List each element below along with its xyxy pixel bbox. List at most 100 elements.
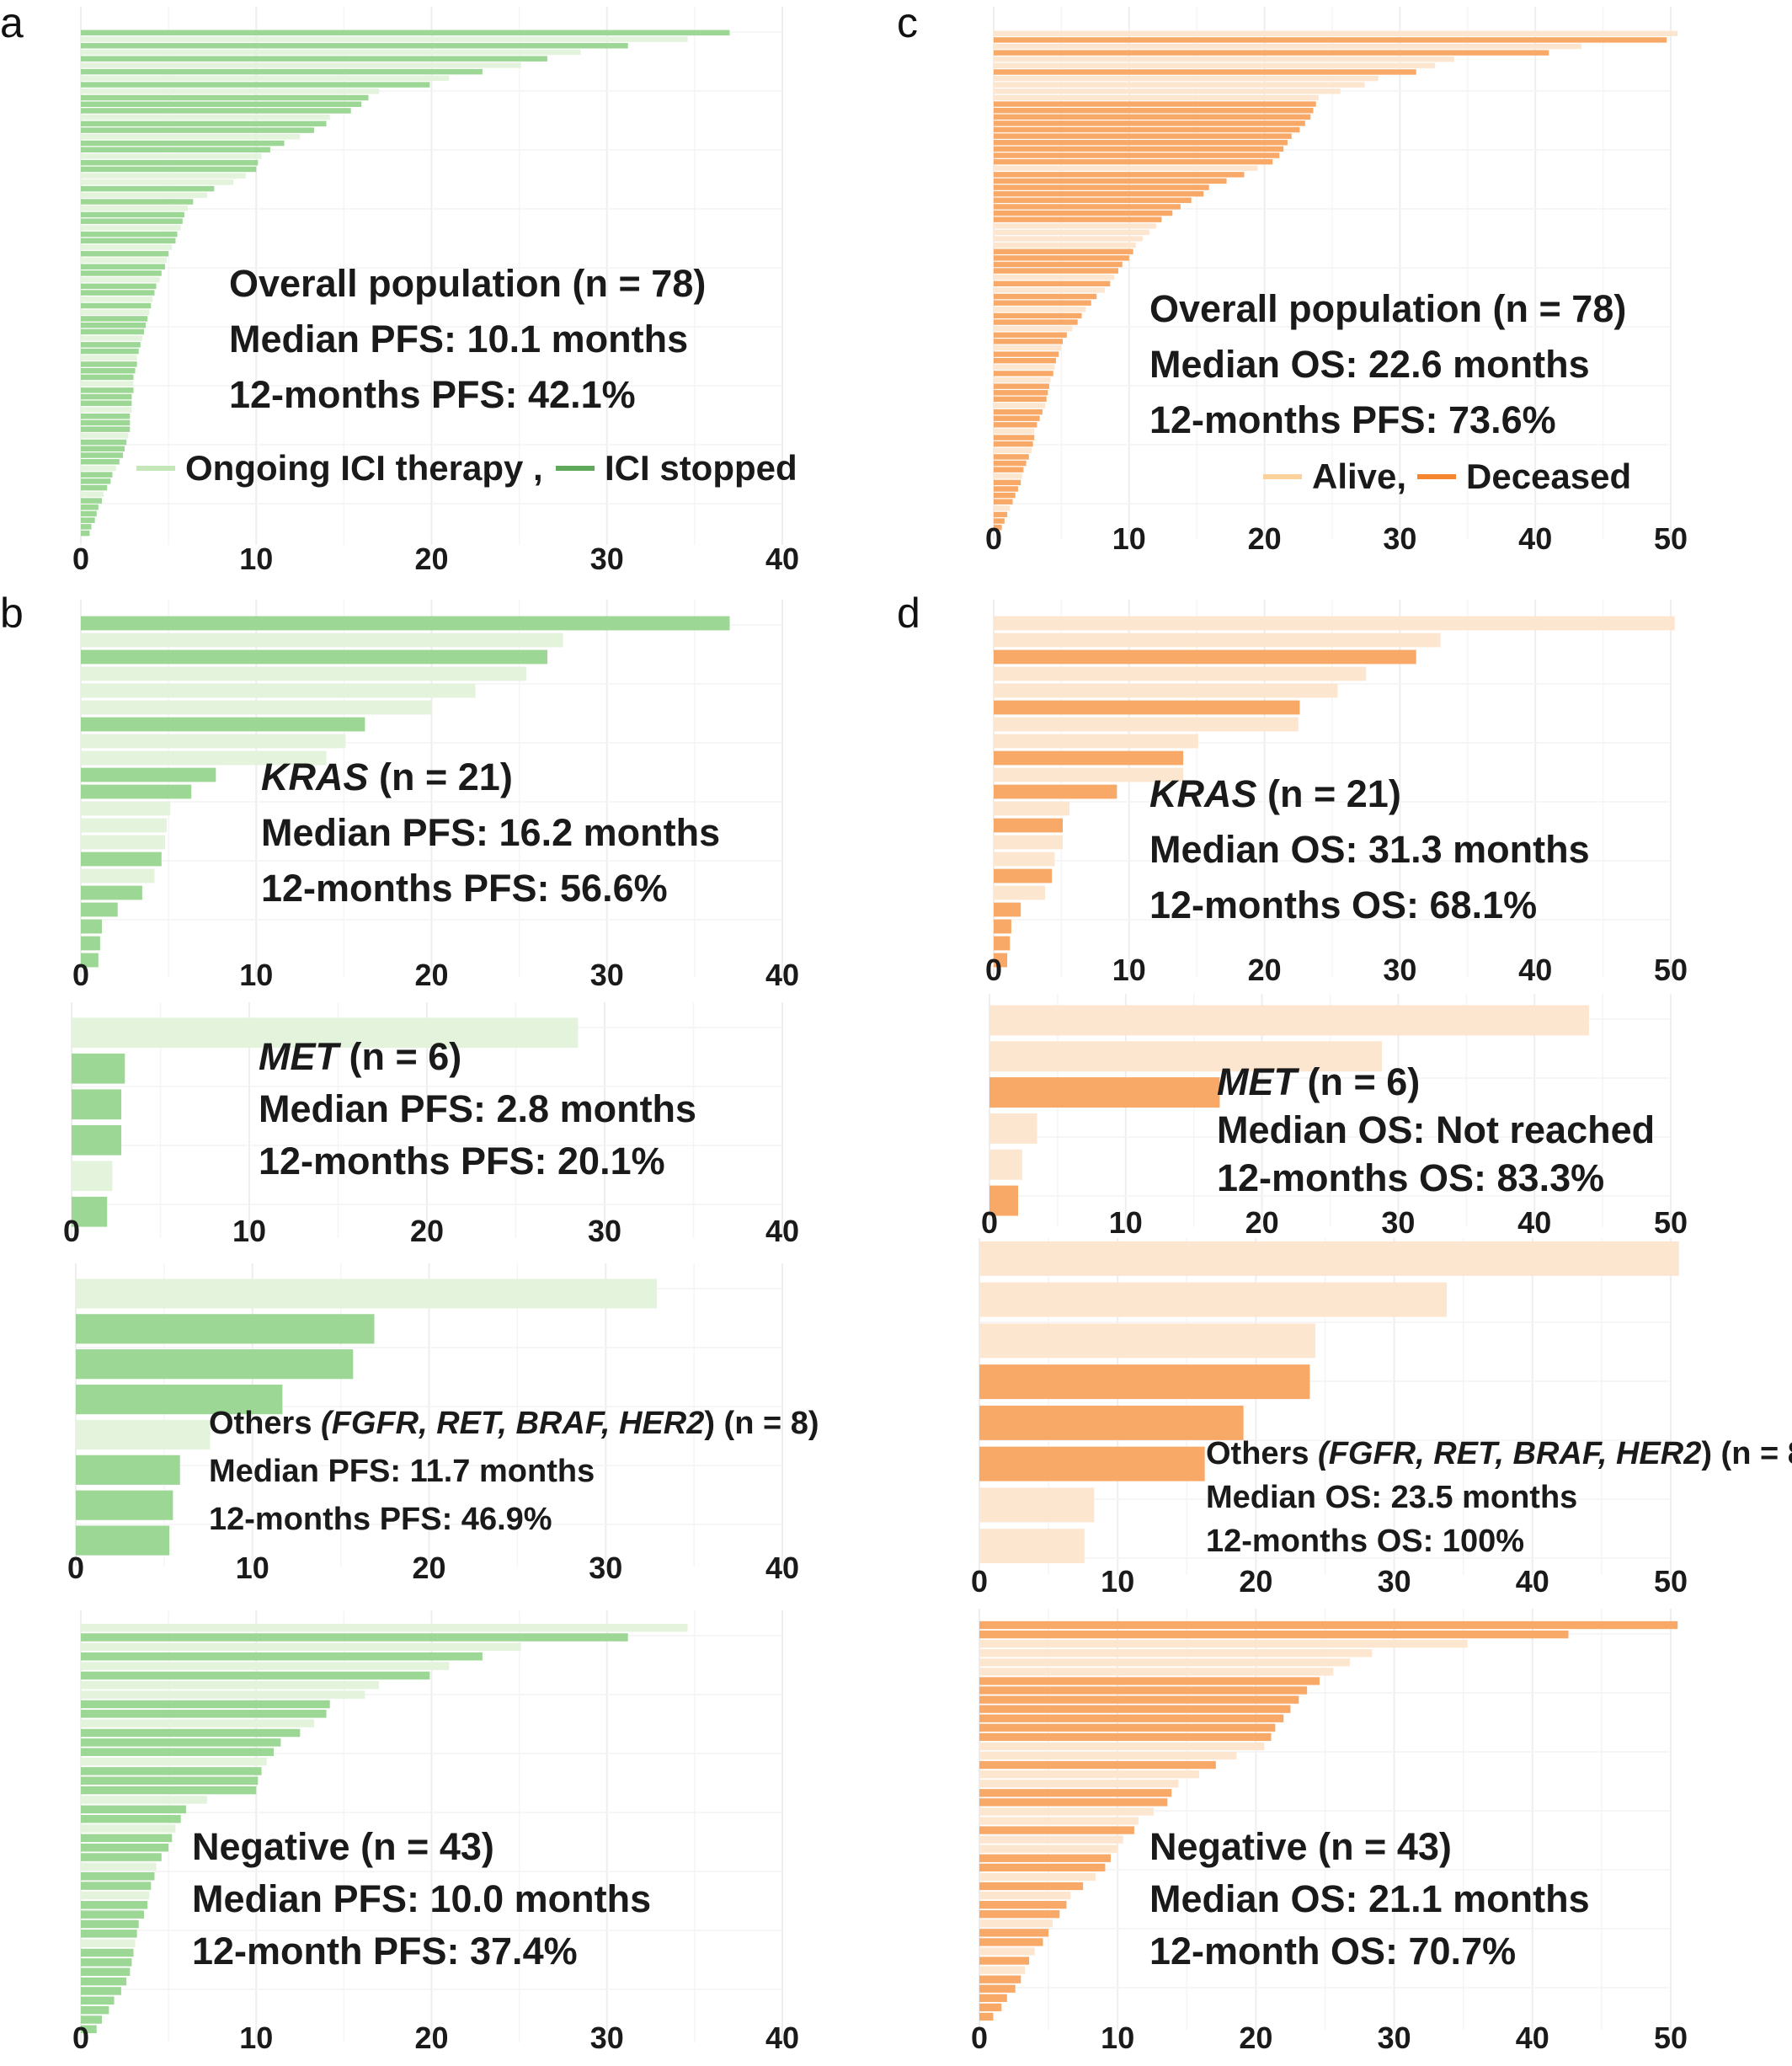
x-tick-label: 0 (72, 958, 89, 992)
bar-stopped (81, 1882, 152, 1890)
bar-ongoing (81, 257, 168, 264)
annotation-segment: (FGFR, RET, BRAF, HER2 (1318, 1436, 1701, 1471)
bar-deceased (994, 248, 1133, 254)
x-tick-label: 20 (1245, 1205, 1279, 1240)
bar-alive (994, 94, 1319, 101)
annotation-line: Overall population (n = 78) (1149, 287, 1626, 330)
x-tick-label: 50 (1654, 1205, 1688, 1240)
bar-stopped (81, 439, 127, 446)
x-tick-label: 20 (1248, 521, 1282, 556)
bar-stopped (81, 649, 547, 665)
bar-alive (994, 223, 1156, 229)
bar-alive (979, 1323, 1316, 1359)
bar-deceased (994, 184, 1209, 190)
bar-stopped (81, 127, 314, 133)
bar-deceased (979, 1789, 1172, 1797)
bar-stopped (81, 1776, 259, 1786)
bar-deceased (994, 408, 1043, 415)
bar-alive (994, 801, 1070, 816)
bar-deceased (994, 518, 1005, 524)
bar-ongoing (76, 1279, 658, 1309)
bar-stopped (81, 936, 100, 951)
bar-deceased (994, 524, 1002, 531)
bar-alive (994, 835, 1064, 850)
bar-alive (979, 1947, 1035, 1956)
bar-stopped (81, 1748, 275, 1756)
bar-alive (994, 767, 1184, 782)
bar-stopped (81, 1728, 301, 1738)
panel-a: a 0 10 20 30 40 Overall population (n = 78) Med… (0, 0, 799, 576)
x-tick-label: 30 (590, 542, 624, 576)
x-tick-label: 20 (1248, 953, 1282, 987)
bar-stopped (76, 1490, 173, 1520)
bar-stopped (76, 1455, 180, 1485)
bar-stopped (81, 56, 547, 61)
panel-b-met: 0 10 20 30 40 MET (n = 6) Median PFS: 2.8 mont… (63, 1002, 799, 1248)
bar-stopped (81, 1710, 327, 1718)
bar-ongoing (81, 433, 129, 439)
legend-label-deceased: Deceased (1466, 456, 1631, 496)
bar-deceased (989, 1077, 1220, 1108)
bar-stopped (81, 1996, 115, 2005)
bar-alive (979, 1817, 1139, 1825)
bar-deceased (994, 107, 1314, 114)
bar-stopped (81, 478, 111, 484)
bar-alive (994, 717, 1299, 732)
x-tick-label: 40 (765, 1214, 799, 1248)
annotation-segment: KRAS (261, 755, 369, 798)
bar-stopped (81, 348, 139, 355)
x-tick-label: 40 (1516, 1564, 1549, 1599)
bar-ongoing (81, 173, 246, 179)
bar-ongoing (81, 1824, 176, 1833)
bar-stopped (76, 1384, 283, 1415)
bar-alive (994, 56, 1454, 62)
bar-deceased (979, 2012, 994, 2021)
bar-deceased (994, 197, 1192, 204)
bar-ongoing (81, 1757, 267, 1766)
x-tick-label: 40 (765, 542, 799, 576)
bar-alive (979, 1807, 1154, 1816)
bar-deceased (994, 293, 1097, 300)
bar-stopped (81, 1671, 430, 1680)
annotation-line: Median PFS: 16.2 months (261, 811, 720, 854)
bar-alive (994, 43, 1581, 50)
bar-alive (994, 505, 1011, 511)
bar-stopped (81, 446, 125, 452)
bar-ongoing (81, 1939, 136, 1947)
annotation-line: MET (n = 6) (259, 1035, 461, 1078)
bar-alive (994, 885, 1046, 900)
bar-deceased (994, 312, 1082, 319)
bar-deceased (994, 101, 1316, 107)
bar-deceased (994, 435, 1035, 440)
x-tick-label: 20 (414, 2021, 448, 2055)
panel-d-met: 0 10 20 30 40 50 MET (n = 6) Median OS: Not rea… (981, 994, 1688, 1240)
annotation-line: 12-month OS: 70.7% (1149, 1930, 1516, 1973)
annotation-line: Negative (n = 43) (192, 1825, 494, 1868)
bar-deceased (979, 1957, 1030, 1965)
bar-deceased (994, 649, 1416, 665)
bar-deceased (979, 1732, 1272, 1742)
bar-deceased (994, 440, 1033, 447)
annotation-line: Median PFS: 11.7 months (209, 1454, 595, 1489)
bar-deceased (994, 37, 1667, 43)
bar-deceased (994, 69, 1416, 75)
panel-label: d (897, 590, 920, 637)
bar-deceased (994, 319, 1078, 325)
bar-alive (994, 428, 1035, 435)
bar-deceased (979, 1910, 1060, 1919)
panel-label: b (0, 590, 24, 637)
annotation-line: KRAS (n = 21) (1149, 772, 1401, 815)
bar-deceased (979, 1975, 1021, 1983)
bar-ongoing (81, 1891, 150, 1900)
bar-alive (979, 1487, 1095, 1523)
bar-deceased (994, 261, 1123, 268)
bar-alive (979, 1668, 1334, 1676)
annotation-segment: (n = 6) (1297, 1060, 1420, 1103)
annotation-segment: ) (n = 8) (704, 1406, 819, 1441)
x-tick-label: 50 (1654, 953, 1688, 987)
legend-label-stopped: ICI stopped (605, 448, 797, 488)
bar-stopped (81, 342, 141, 348)
x-tick-label: 10 (1109, 1205, 1143, 1240)
annotation-segment: Others (209, 1406, 321, 1441)
bar-deceased (994, 172, 1245, 178)
